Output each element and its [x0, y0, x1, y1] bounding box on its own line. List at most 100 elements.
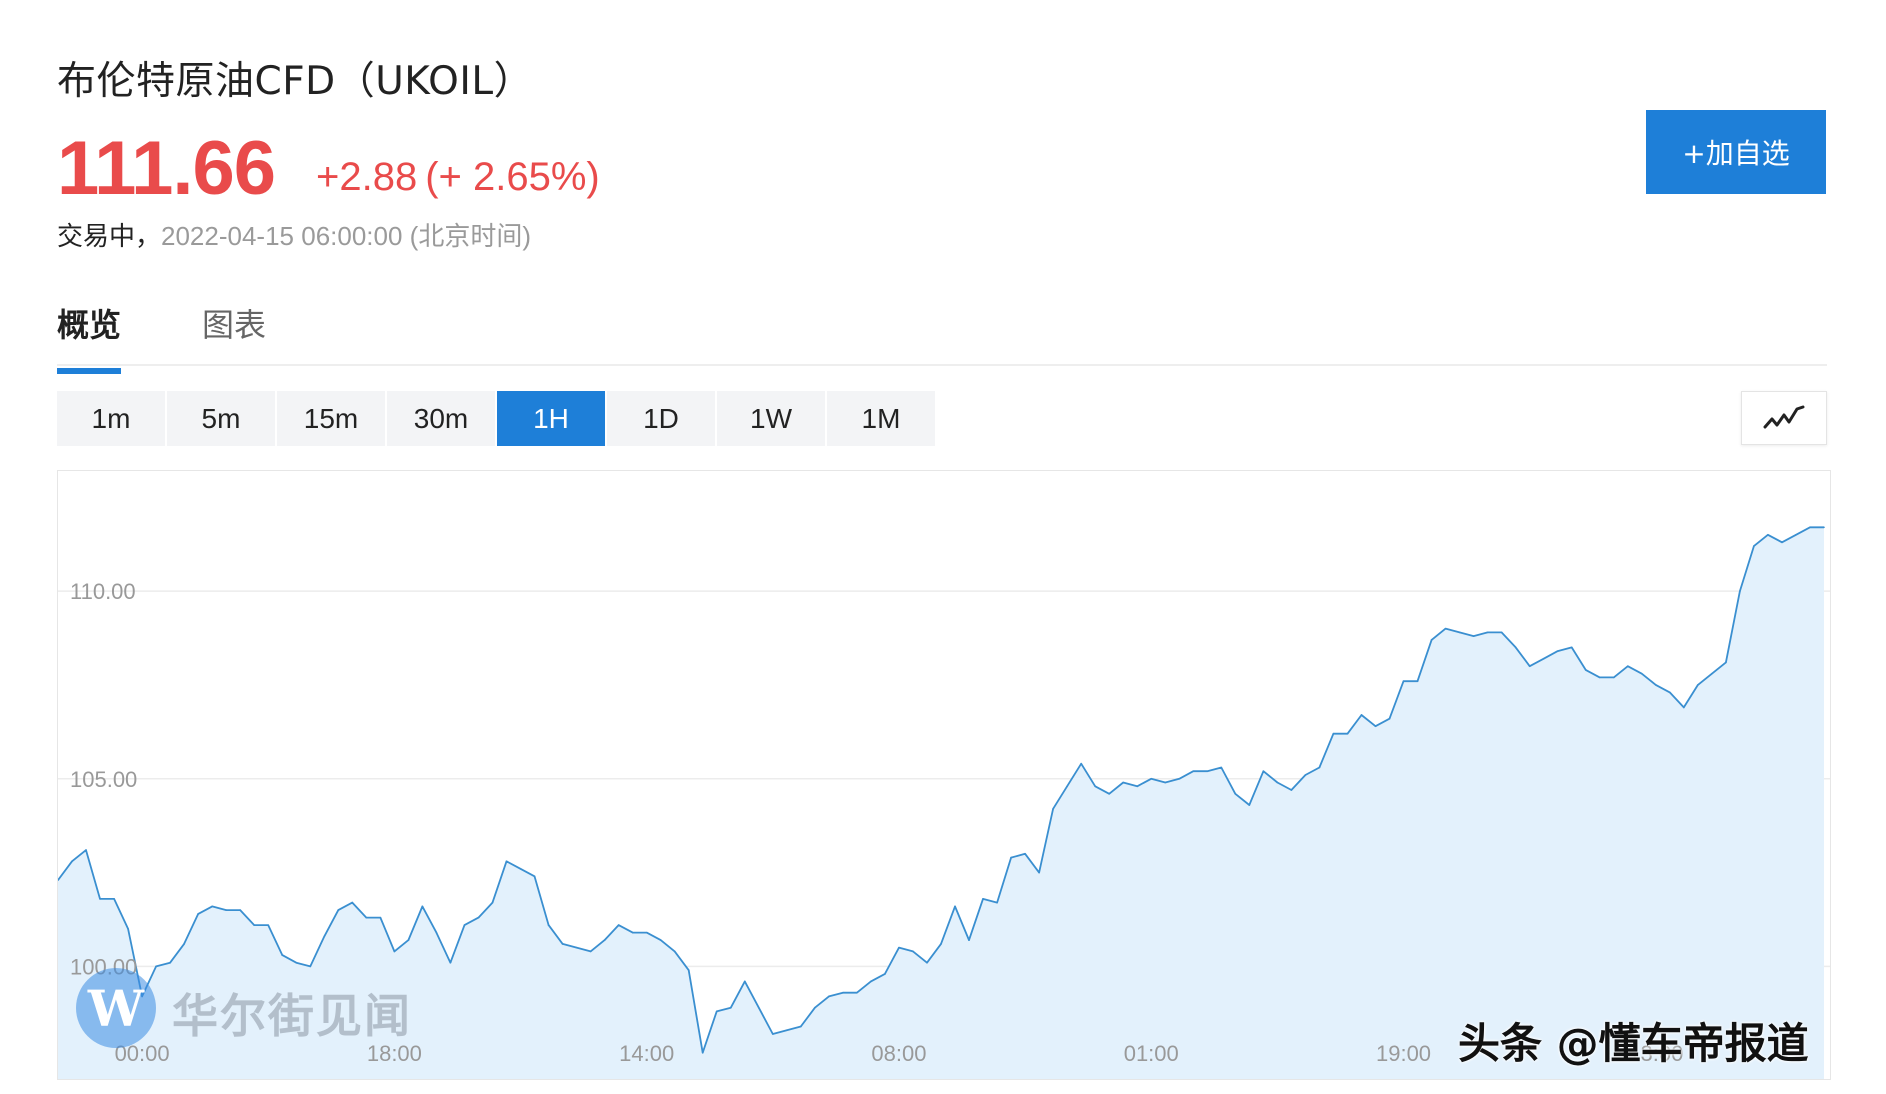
data-point: [505, 860, 508, 863]
data-point: [85, 849, 87, 851]
interval-1h[interactable]: 1H: [497, 391, 605, 446]
price-change-value: +2.88: [316, 155, 418, 199]
y-tick-label: 110.00: [70, 579, 136, 604]
data-point: [155, 965, 157, 968]
data-point: [1332, 732, 1335, 735]
interval-1mo[interactable]: 1M: [827, 391, 935, 446]
data-point: [491, 901, 494, 904]
data-point: [701, 1051, 704, 1054]
timestamp: 2022-04-15 06:00:00 (北京时间): [161, 221, 531, 251]
data-point: [1108, 792, 1110, 795]
data-point: [421, 905, 424, 908]
data-point: [884, 973, 886, 975]
data-point: [659, 939, 662, 941]
interval-1d[interactable]: 1D: [607, 391, 715, 446]
data-point: [856, 991, 858, 994]
interval-5m[interactable]: 5m: [167, 391, 275, 446]
price-change: +2.88 (+ 2.65%): [316, 155, 600, 200]
data-point: [169, 961, 171, 964]
data-point: [1444, 627, 1447, 630]
tab-bar: 概览 图表: [57, 300, 1827, 374]
data-point: [968, 939, 970, 941]
data-point: [183, 943, 185, 945]
data-point: [533, 875, 536, 878]
current-price: 111.66: [57, 126, 276, 211]
x-tick-label: 01:00: [1124, 1041, 1179, 1066]
data-point: [225, 909, 227, 911]
data-point: [1248, 804, 1251, 806]
data-point: [1472, 635, 1475, 637]
data-point: [757, 1006, 760, 1009]
data-point: [1150, 777, 1153, 780]
data-point: [1612, 676, 1615, 679]
data-point: [351, 901, 354, 904]
data-point: [477, 916, 480, 919]
status-text: 交易中，: [57, 222, 162, 252]
data-point: [1711, 672, 1713, 675]
data-point: [337, 909, 340, 911]
data-point: [1304, 774, 1307, 776]
data-point: [1739, 590, 1741, 592]
data-point: [127, 928, 129, 930]
data-point: [393, 950, 396, 953]
data-point: [1234, 792, 1237, 795]
data-point: [1528, 665, 1531, 667]
interval-15m[interactable]: 15m: [277, 391, 385, 446]
interval-30m[interactable]: 30m: [387, 391, 495, 446]
data-point: [631, 931, 634, 934]
data-point: [1584, 669, 1587, 671]
data-point: [870, 980, 872, 983]
data-point: [1402, 680, 1405, 682]
data-point: [547, 924, 550, 926]
interval-1w[interactable]: 1W: [717, 391, 825, 446]
data-point: [239, 909, 242, 911]
data-point: [449, 961, 452, 964]
platform-watermark: 头条 @懂车帝报道: [1458, 1019, 1809, 1068]
chart-type-button[interactable]: [1741, 391, 1827, 445]
line-chart-icon: [1763, 405, 1805, 429]
data-point: [1725, 661, 1727, 664]
data-point: [842, 991, 844, 994]
data-point: [519, 868, 522, 870]
data-point: [1458, 631, 1461, 634]
data-point: [1318, 766, 1321, 769]
data-point: [645, 931, 648, 934]
data-point: [1080, 762, 1082, 765]
interval-1m[interactable]: 1m: [57, 391, 165, 446]
data-point: [253, 924, 256, 926]
data-point: [323, 935, 326, 938]
data-point: [828, 995, 830, 998]
x-tick-label: 13:00: [1628, 1041, 1683, 1066]
data-point: [954, 905, 956, 908]
data-point: [1360, 714, 1363, 716]
data-point: [1024, 853, 1026, 855]
data-point: [1683, 706, 1685, 709]
data-point: [197, 913, 199, 915]
data-point: [1626, 665, 1629, 667]
data-point: [814, 1006, 816, 1009]
data-point: [463, 924, 466, 926]
data-point: [309, 965, 312, 968]
data-point: [1388, 717, 1391, 720]
data-point: [1598, 676, 1601, 679]
data-point: [1767, 534, 1769, 536]
data-point: [1038, 871, 1040, 874]
data-point: [1122, 781, 1125, 784]
data-point: [1416, 680, 1419, 682]
data-point: [1781, 541, 1783, 544]
data-point: [589, 950, 592, 953]
data-point: [365, 916, 368, 919]
data-point: [1178, 777, 1181, 780]
data-point: [743, 980, 746, 983]
tab-chart[interactable]: 图表: [202, 306, 267, 344]
data-point: [58, 879, 59, 881]
data-point: [71, 860, 73, 863]
data-point: [1290, 789, 1293, 791]
data-point: [1262, 770, 1265, 773]
add-watchlist-button[interactable]: +加自选: [1646, 110, 1826, 194]
data-point: [1430, 639, 1433, 641]
data-point: [1066, 785, 1068, 788]
data-point: [1192, 770, 1195, 773]
tab-overview[interactable]: 概览: [57, 300, 122, 374]
data-point: [1276, 781, 1279, 784]
